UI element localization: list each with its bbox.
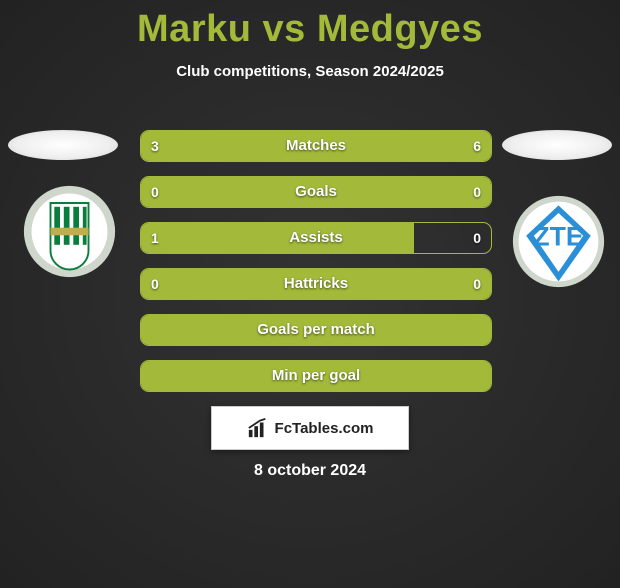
page-subtitle: Club competitions, Season 2024/2025	[0, 63, 620, 80]
club-left-icon	[22, 184, 117, 279]
bar-value-right: 0	[473, 269, 481, 299]
bar-value-left: 3	[151, 131, 159, 161]
stat-bar-assists: Assists1 0	[140, 222, 492, 254]
stat-bar-min-per-goal: Min per goal	[140, 360, 492, 392]
bar-value-right: 6	[473, 131, 481, 161]
club-badge-left	[22, 184, 117, 279]
page-title: Marku vs Medgyes	[0, 8, 620, 51]
stat-bar-hattricks: Hattricks0 0	[140, 268, 492, 300]
stat-bar-goals-per-match: Goals per match	[140, 314, 492, 346]
page-date: 8 october 2024	[0, 462, 620, 480]
svg-text:ZTE: ZTE	[533, 221, 583, 251]
bar-label: Goals per match	[141, 315, 491, 345]
stat-bar-goals: Goals0 0	[140, 176, 492, 208]
fctables-logo-icon	[247, 417, 269, 439]
player-right-silhouette	[502, 130, 612, 160]
player-left-silhouette	[8, 130, 118, 160]
bar-value-right: 0	[473, 223, 481, 253]
bar-value-left: 1	[151, 223, 159, 253]
bar-value-left: 0	[151, 177, 159, 207]
bar-label: Goals	[141, 177, 491, 207]
footer-brand-text: FcTables.com	[275, 420, 374, 437]
bar-label: Matches	[141, 131, 491, 161]
bar-label: Assists	[141, 223, 491, 253]
footer-brand-badge: FcTables.com	[211, 406, 409, 450]
club-badge-right: ZTE	[511, 194, 606, 289]
bar-label: Hattricks	[141, 269, 491, 299]
bar-value-right: 0	[473, 177, 481, 207]
comparison-bars: Matches36Goals00Assists10Hattricks00Goal…	[140, 130, 492, 406]
bar-value-left: 0	[151, 269, 159, 299]
stat-bar-matches: Matches3 6	[140, 130, 492, 162]
bar-label: Min per goal	[141, 361, 491, 391]
club-right-icon: ZTE	[511, 194, 606, 289]
